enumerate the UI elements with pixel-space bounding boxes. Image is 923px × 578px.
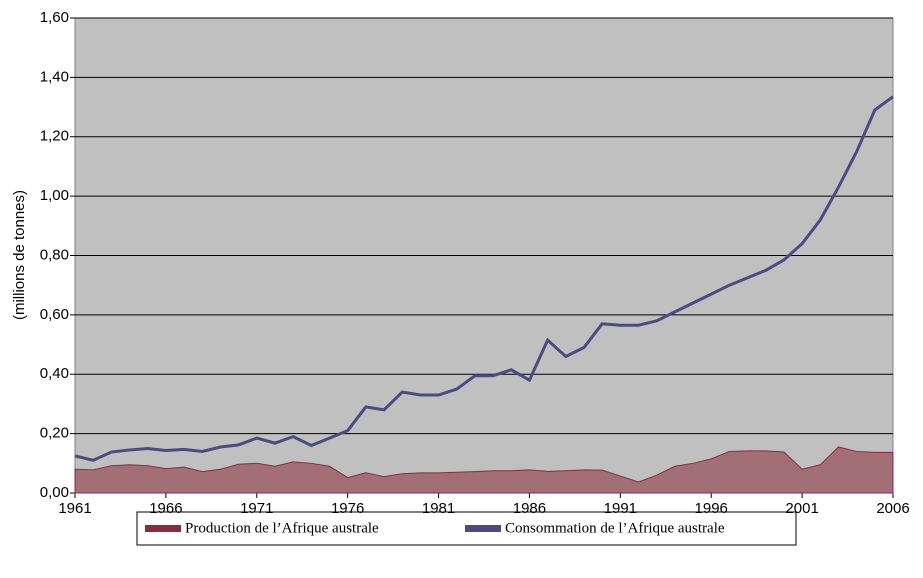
x-tick-label: 1976 — [331, 500, 364, 517]
line — [74, 95, 894, 462]
y-tick-label: 1,20 — [40, 128, 69, 145]
y-tick-label: 0,20 — [40, 425, 69, 442]
legend-label: Consommation de l’Afrique australe — [505, 520, 725, 536]
y-tick-label: 0,40 — [40, 365, 69, 382]
x-tick-label: 1991 — [604, 500, 637, 517]
x-tick-label: 1986 — [513, 500, 546, 517]
y-tick-label: 0,80 — [40, 246, 69, 263]
y-axis-label: (millions de tonnes) — [11, 190, 28, 320]
area — [74, 446, 894, 494]
x-tick-label: 1961 — [58, 500, 91, 517]
legend-swatch — [465, 525, 501, 532]
legend-swatch — [145, 525, 181, 532]
y-tick-label: 1,00 — [40, 187, 69, 204]
x-tick-label: 1981 — [422, 500, 455, 517]
y-tick-label: 0,00 — [40, 484, 69, 501]
y-tick-label: 1,60 — [40, 9, 69, 26]
x-tick-label: 2006 — [876, 500, 909, 517]
y-tick-label: 1,40 — [40, 68, 69, 85]
legend-label: Production de l’Afrique australe — [185, 520, 379, 536]
x-tick-label: 1996 — [695, 500, 728, 517]
x-tick-label: 1966 — [149, 500, 182, 517]
x-tick-label: 2001 — [785, 500, 818, 517]
y-tick-label: 0,60 — [40, 306, 69, 323]
x-tick-label: 1971 — [240, 500, 273, 517]
